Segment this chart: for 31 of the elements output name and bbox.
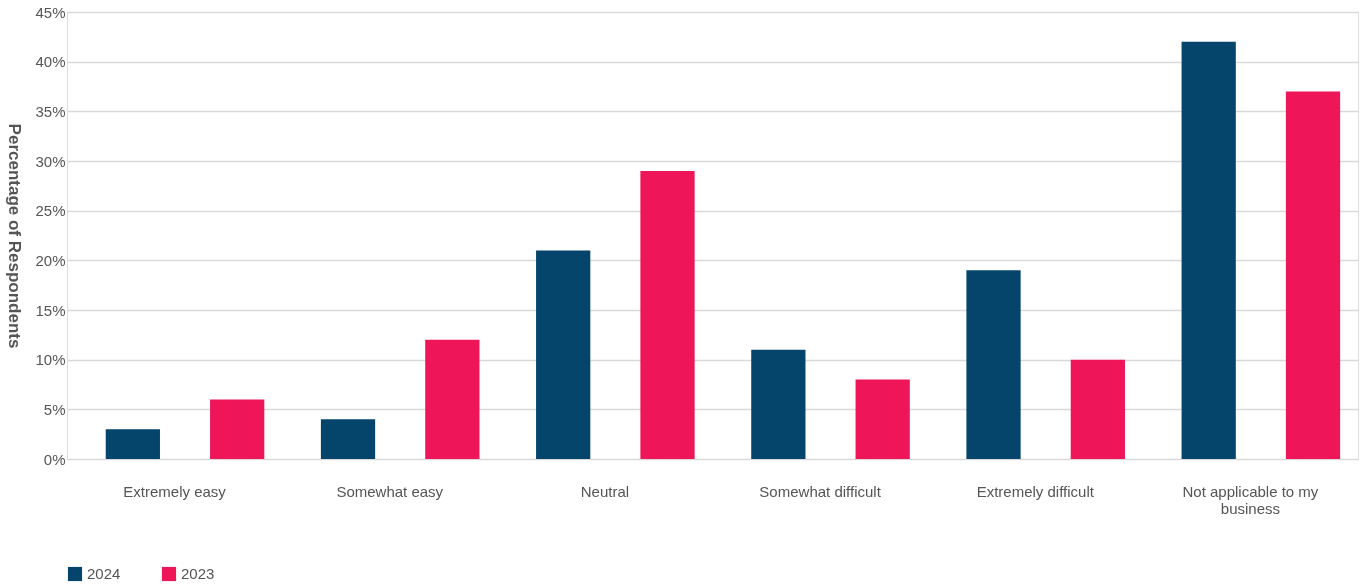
bar [966,270,1021,459]
bar [425,339,480,459]
bar [640,170,695,459]
y-tick-label: 10% [35,351,66,369]
bar [1285,91,1341,459]
y-tick-label: 45% [35,3,66,21]
bar [855,379,910,459]
legend-label: 2024 [87,565,121,582]
x-tick-label: Not applicable to my business [1182,482,1319,517]
bar [210,399,265,459]
y-tick-label: 0% [43,450,66,468]
y-tick-label: 15% [35,301,66,319]
bar [536,250,591,459]
y-tick-label: 40% [35,53,66,71]
y-tick-label: 25% [35,202,66,220]
bar [751,349,806,459]
y-axis-title: Percentage of Respondents [5,123,25,349]
bar [105,429,160,459]
y-tick-label: 30% [35,152,66,170]
y-tick-label: 35% [35,102,66,120]
legend-label: 2023 [181,565,215,582]
x-tick-label: Somewhat easy [336,482,444,500]
x-tick-label: Neutral [580,482,630,500]
x-tick-label: Somewhat difficult [759,482,882,500]
x-tick-label: Extremely difficult [976,482,1095,500]
bar [1070,359,1125,459]
x-tick-label: Extremely easy [123,482,227,500]
bar [320,419,376,459]
y-tick-label: 5% [43,400,66,418]
bar [1181,41,1236,459]
y-tick-label: 20% [35,251,66,269]
